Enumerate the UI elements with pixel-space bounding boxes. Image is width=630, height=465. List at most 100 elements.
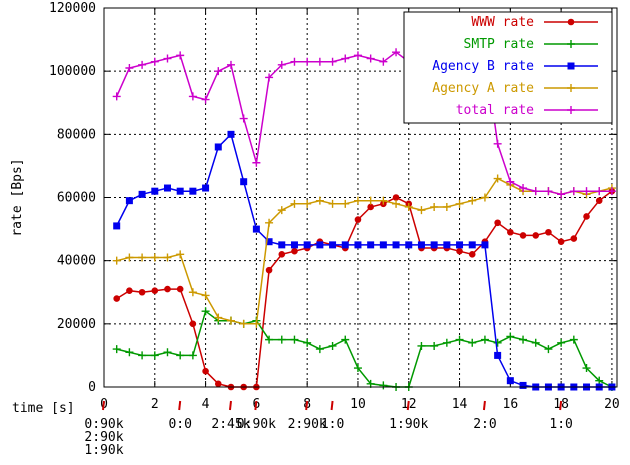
- series-marker: [570, 235, 578, 242]
- event-label: 0:0: [168, 417, 191, 432]
- series-marker: [239, 114, 248, 123]
- event-label: 0:90k: [237, 417, 276, 432]
- series-marker: [227, 130, 235, 138]
- series-marker: [567, 84, 575, 92]
- series-marker: [329, 241, 337, 249]
- event-tick: [406, 400, 410, 411]
- series-marker: [201, 95, 210, 104]
- series-marker: [151, 287, 159, 294]
- series-marker: [265, 73, 274, 82]
- series-marker: [353, 51, 362, 60]
- x-tick-label: 10: [350, 397, 366, 412]
- series-marker: [595, 197, 603, 204]
- series-marker: [126, 287, 133, 294]
- series-marker: [493, 139, 502, 148]
- series-marker: [557, 338, 566, 347]
- series-marker: [189, 187, 197, 195]
- series-marker: [493, 174, 502, 183]
- series-marker: [367, 241, 375, 249]
- series-marker: [290, 241, 298, 249]
- series-marker: [417, 206, 426, 215]
- series-marker: [112, 345, 121, 354]
- series-marker: [341, 335, 350, 344]
- series-marker: [379, 57, 388, 66]
- series-marker: [532, 232, 540, 239]
- series-marker: [201, 307, 210, 316]
- legend-label: Agency B rate: [432, 59, 534, 74]
- series-marker: [404, 202, 413, 211]
- series-marker: [303, 241, 311, 249]
- series-marker: [113, 295, 120, 302]
- series-marker: [531, 338, 540, 347]
- series-marker: [481, 241, 489, 249]
- x-tick-label: 16: [503, 397, 519, 412]
- series-marker: [214, 67, 223, 76]
- series-marker: [163, 184, 171, 192]
- series-marker: [442, 202, 451, 211]
- series-line: [116, 190, 613, 388]
- event-tick: [228, 400, 232, 411]
- series-marker: [278, 241, 286, 249]
- y-tick-label: 40000: [57, 254, 96, 269]
- series-marker: [595, 187, 604, 196]
- event-label: 2:90k: [288, 417, 327, 432]
- series-smtp-rate: [112, 307, 616, 391]
- event-label: 0:90k: [84, 417, 123, 432]
- series-marker: [202, 184, 210, 192]
- series-www-rate: [113, 187, 616, 391]
- series-marker: [125, 197, 133, 205]
- series-marker: [315, 196, 324, 205]
- series-marker: [113, 222, 121, 230]
- event-tick: [330, 400, 334, 411]
- series-marker: [265, 238, 273, 246]
- series-marker: [252, 225, 260, 233]
- series-marker: [176, 285, 184, 293]
- series-marker: [164, 285, 171, 293]
- series-marker: [125, 253, 134, 262]
- series-marker: [544, 345, 553, 354]
- legend-label: WWW rate: [471, 15, 534, 30]
- series-line: [116, 132, 612, 388]
- series-marker: [519, 232, 527, 239]
- series-marker: [569, 335, 578, 344]
- series-marker: [567, 18, 575, 26]
- series-marker: [214, 313, 223, 322]
- series-marker: [176, 187, 184, 195]
- event-tick: [178, 400, 182, 411]
- series-marker: [278, 251, 286, 258]
- series-marker: [240, 178, 248, 186]
- series-marker: [430, 241, 438, 249]
- series-marker: [176, 351, 185, 360]
- y-tick-label: 120000: [49, 1, 96, 16]
- series-marker: [125, 348, 134, 357]
- series-marker: [506, 332, 515, 341]
- y-tick-label: 100000: [49, 64, 96, 79]
- legend-label: SMTP rate: [464, 37, 535, 52]
- series-marker: [494, 351, 502, 359]
- series-marker: [188, 92, 197, 101]
- series-marker: [455, 199, 464, 208]
- series-marker: [138, 60, 147, 69]
- series-marker: [366, 196, 375, 205]
- series-marker: [557, 238, 565, 246]
- series-marker: [265, 266, 273, 274]
- y-axis-title: rate [Bps]: [10, 158, 25, 236]
- legend-label: total rate: [456, 103, 534, 118]
- series-marker: [531, 187, 540, 196]
- series-marker: [468, 241, 476, 249]
- series-marker: [252, 319, 261, 328]
- series-marker: [519, 381, 527, 389]
- series-marker: [455, 335, 464, 344]
- series-line: [116, 177, 613, 325]
- series-marker: [290, 57, 299, 66]
- series-marker: [494, 219, 501, 227]
- series-marker: [252, 158, 261, 167]
- x-tick-label: 14: [452, 397, 468, 412]
- y-axis: 0 20000 40000 60000 80000 100000 120000: [49, 1, 617, 395]
- series-marker: [202, 367, 209, 375]
- event-tick: [254, 400, 258, 411]
- series-marker: [315, 345, 324, 354]
- series-marker: [150, 351, 159, 360]
- legend: WWW rate SMTP rate Agency B rate Agency A r…: [403, 11, 613, 124]
